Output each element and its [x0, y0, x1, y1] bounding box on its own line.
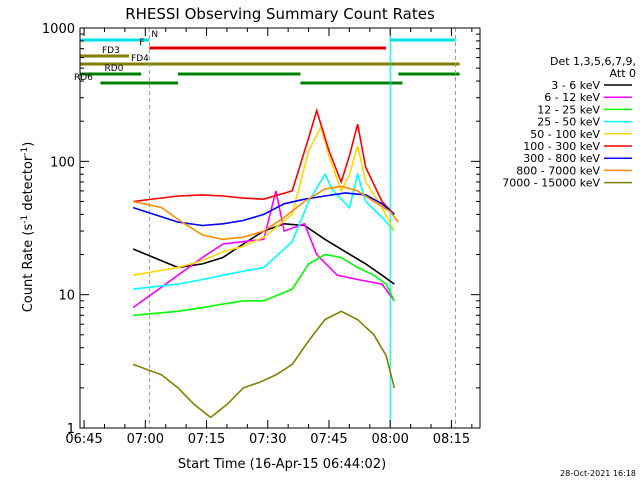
- axes: 06:45 07:00 07:15 07:30 07:45 08:00 08:15 1 10 10…: [42, 22, 480, 447]
- flag-bars: NF FD3 FD4 RD0 RD6: [74, 30, 460, 85]
- y-tick-label: 1000: [42, 22, 75, 37]
- series-line-5: [133, 107, 395, 215]
- flag-label-rd6: RD6: [74, 73, 93, 83]
- flag-label-f: F: [139, 38, 144, 48]
- x-tick-label: 08:00: [371, 432, 408, 447]
- legend-header: Att 0: [610, 67, 636, 80]
- legend-entry-label: 800 - 7000 keV: [516, 164, 600, 177]
- y-tick-label: 1: [67, 422, 75, 437]
- y-label-sup2: -1: [20, 147, 30, 156]
- y-label-tail: detector: [21, 155, 36, 215]
- x-tick-label: 07:45: [310, 432, 347, 447]
- legend-entry-label: 3 - 6 keV: [551, 79, 600, 92]
- x-tick-label: 06:45: [65, 432, 102, 447]
- series-line-2: [133, 253, 396, 317]
- legend-entry-label: 50 - 100 keV: [530, 128, 600, 141]
- legend-entry-label: 12 - 25 keV: [537, 103, 600, 116]
- flag-label-rd0: RD0: [104, 64, 123, 74]
- y-label-sup: -1: [20, 215, 30, 224]
- flag-label-fd3: FD3: [102, 46, 120, 56]
- x-axis-label: Start Time (16-Apr-15 06:44:02): [178, 457, 386, 472]
- y-tick-label: 100: [50, 155, 75, 170]
- timestamp: 28-Oct-2021 16:18: [560, 469, 636, 478]
- legend-entry-label: 25 - 50 keV: [537, 116, 600, 129]
- series-line-8: [132, 310, 396, 419]
- legend-entry-label: 300 - 800 keV: [523, 152, 600, 165]
- chart-title: RHESSI Observing Summary Count Rates: [125, 5, 435, 23]
- legend-entry-label: 6 - 12 keV: [544, 91, 600, 104]
- y-label-close: ): [21, 142, 36, 147]
- series-line-0: [132, 222, 395, 285]
- x-tick-label: 07:00: [127, 432, 164, 447]
- legend-entry-label: 7000 - 15000 keV: [502, 177, 600, 190]
- series-line-3: [133, 171, 395, 290]
- series-line-7: [132, 185, 400, 241]
- flag-label-n: N: [151, 30, 158, 40]
- legend-entry-label: 100 - 300 keV: [523, 140, 600, 153]
- y-axis-label: Count Rate (s-1 detector-1): [20, 142, 36, 313]
- x-tick-label: 08:15: [433, 432, 470, 447]
- series-line-4: [132, 125, 396, 276]
- plot-frame: [79, 27, 481, 429]
- x-tick-label: 07:15: [188, 432, 225, 447]
- series-line-1: [132, 190, 395, 309]
- plot-area: [79, 28, 457, 428]
- y-label-main: Count Rate (s: [21, 224, 36, 313]
- flag-label-fd4: FD4: [131, 54, 149, 64]
- legend-header: Det 1,3,5,6,7,9,: [550, 55, 636, 68]
- series-line-6: [132, 192, 395, 227]
- x-tick-label: 07:30: [249, 432, 286, 447]
- y-tick-label: 10: [58, 289, 75, 304]
